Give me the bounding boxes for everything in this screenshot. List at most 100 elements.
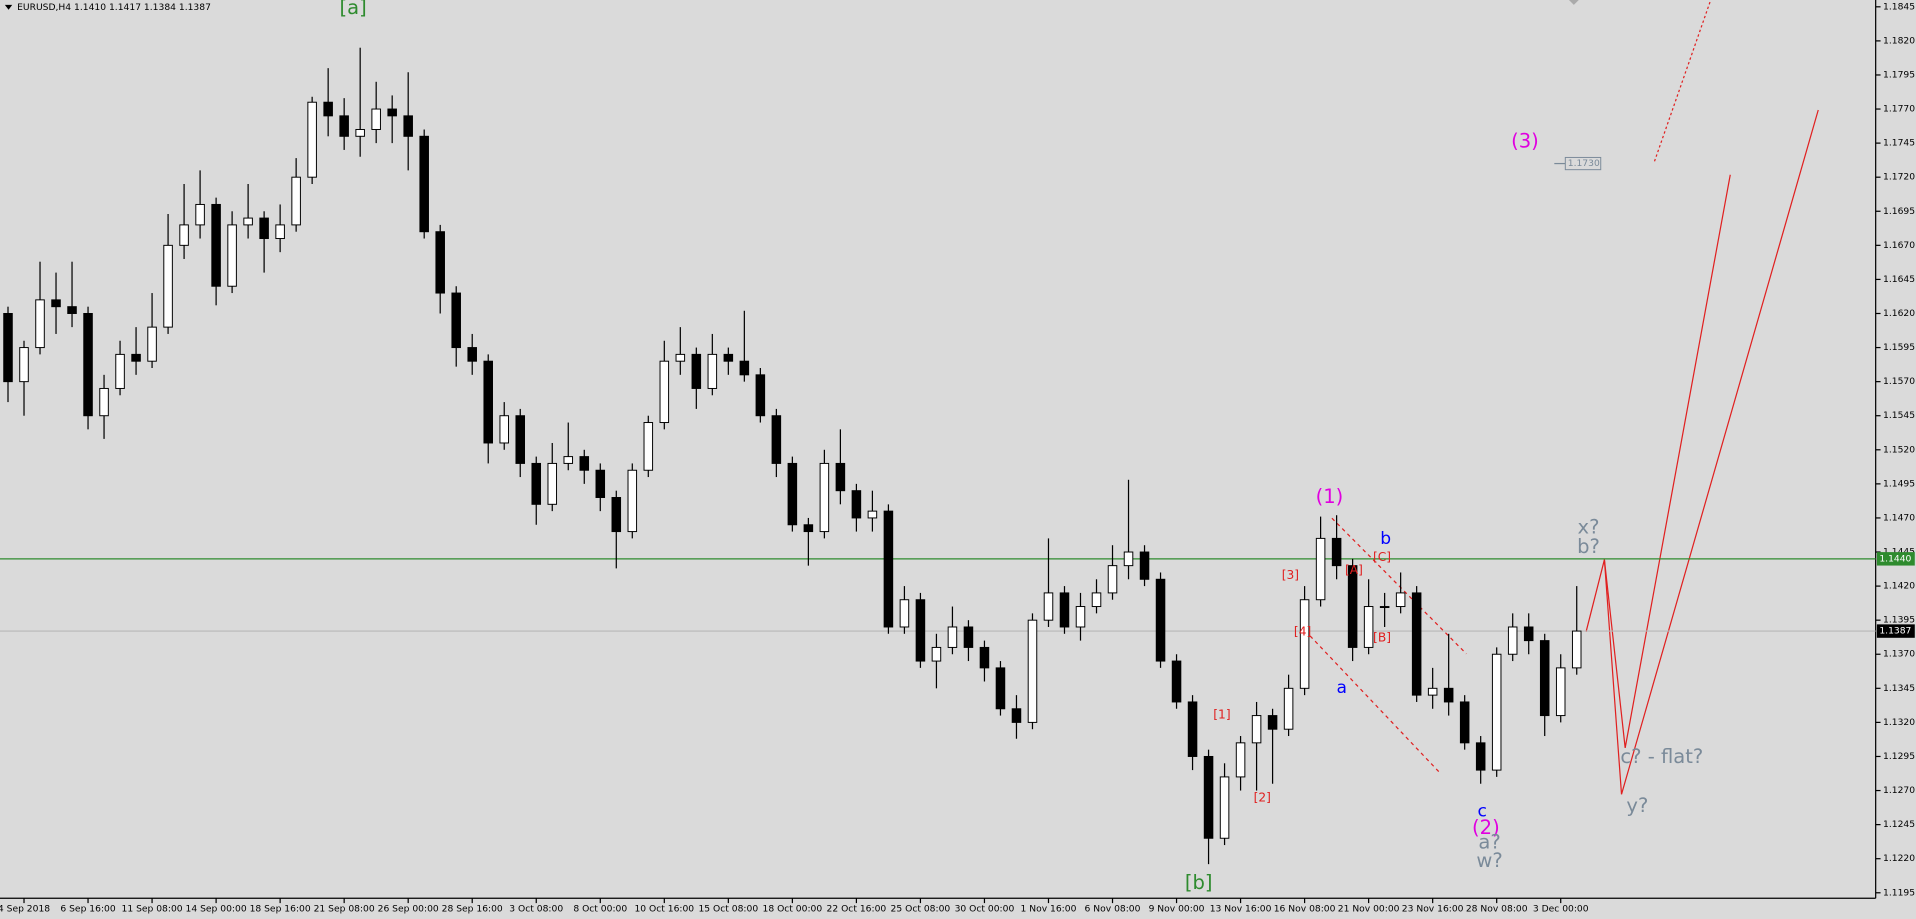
- chart-header: EURUSD,H4 1.1410 1.1417 1.1384 1.1387: [17, 2, 211, 13]
- candle-body: [1363, 606, 1374, 648]
- x-tick-label: 18 Sep 16:00: [250, 904, 311, 915]
- candle-body: [467, 347, 477, 362]
- candle-body: [659, 360, 670, 424]
- candle-body: [1171, 660, 1182, 703]
- candle-body: [371, 108, 381, 130]
- x-tick-label: 21 Nov 00:00: [1338, 904, 1400, 915]
- candle-body: [403, 115, 413, 137]
- candle-body: [307, 101, 317, 178]
- price-label-box: [1564, 156, 1602, 171]
- y-tick-label: 1.1470: [1883, 512, 1915, 523]
- candle-body: [131, 353, 141, 362]
- projection-path: [1603, 109, 1819, 795]
- header-arrow: [4, 4, 13, 10]
- candle-body: [1075, 606, 1086, 628]
- candle-body: [355, 128, 365, 137]
- price-label: 1.1730: [1568, 158, 1600, 169]
- wave-label: [A]: [1345, 563, 1363, 577]
- wave-label: c: [1478, 801, 1487, 821]
- wave-label: a: [1336, 678, 1346, 698]
- candle-body: [835, 462, 846, 492]
- y-tick-label: 1.1270: [1883, 785, 1915, 796]
- x-tick-label: 16 Nov 08:00: [1274, 904, 1336, 915]
- candle-body: [1283, 687, 1294, 730]
- price-box-label: 1.1440: [1879, 553, 1911, 564]
- candle-body: [1491, 653, 1502, 771]
- wave-label: b?: [1577, 535, 1600, 558]
- wave-label: [3]: [1282, 568, 1299, 582]
- candle-body: [611, 497, 622, 533]
- candle-body: [1011, 708, 1022, 723]
- wave-label: (2): [1472, 816, 1500, 839]
- candle-body: [931, 646, 942, 662]
- x-tick-label: 18 Oct 00:00: [763, 904, 823, 915]
- candle-body: [755, 374, 766, 417]
- candle-body: [883, 510, 894, 628]
- candle-body: [1043, 592, 1054, 621]
- candle-body: [499, 415, 509, 444]
- wave-label: [1]: [1213, 707, 1230, 721]
- candle-body: [515, 415, 526, 464]
- x-tick-label: 10 Oct 16:00: [634, 904, 694, 915]
- candle-body: [947, 626, 958, 648]
- candle-body: [739, 360, 750, 376]
- candle-body: [115, 353, 125, 389]
- candle-body: [579, 456, 590, 471]
- y-tick-label: 1.1420: [1883, 581, 1915, 592]
- y-tick-label: 1.1720: [1883, 172, 1915, 183]
- y-tick-label: 1.1520: [1883, 444, 1915, 455]
- candle-body: [3, 313, 13, 383]
- y-tick-label: 1.1220: [1883, 853, 1915, 864]
- candle-body: [1427, 687, 1438, 696]
- wave-label: [B]: [1373, 630, 1391, 644]
- wave-label: [4]: [1294, 624, 1311, 638]
- arrow-marker: [1568, 0, 1579, 5]
- wave-label: b: [1380, 529, 1391, 549]
- candle-body: [707, 353, 718, 389]
- candle-body: [531, 462, 542, 505]
- y-tick-label: 1.1245: [1883, 819, 1915, 830]
- candle-body: [259, 217, 269, 240]
- candle-body: [1203, 755, 1214, 839]
- wave-label: (3): [1511, 129, 1539, 152]
- candle-body: [915, 599, 926, 662]
- y-tick-label: 1.1820: [1883, 35, 1915, 46]
- x-tick-label: 23 Nov 16:00: [1402, 904, 1464, 915]
- candle-body: [1059, 592, 1070, 628]
- candle-body: [419, 135, 429, 233]
- x-tick-label: 6 Nov 08:00: [1085, 904, 1141, 915]
- wave-label: [C]: [1373, 550, 1391, 564]
- candle-body: [547, 462, 558, 505]
- y-tick-label: 1.1195: [1883, 887, 1915, 898]
- candle-body: [1555, 667, 1566, 717]
- projection-path: [1585, 174, 1731, 749]
- candle-body: [851, 490, 862, 519]
- y-tick-label: 1.1495: [1883, 478, 1915, 489]
- y-tick-label: 1.1370: [1883, 649, 1915, 660]
- y-tick-label: 1.1845: [1883, 1, 1915, 12]
- candle-body: [339, 115, 349, 137]
- candle-body: [899, 599, 910, 628]
- x-tick-label: 6 Sep 16:00: [60, 904, 115, 915]
- candle-body: [771, 415, 782, 464]
- wave-label: (1): [1316, 485, 1344, 508]
- candle-body: [323, 101, 333, 117]
- candle-body: [1251, 715, 1262, 744]
- y-tick-label: 1.1745: [1883, 138, 1915, 149]
- candle-body: [563, 456, 574, 464]
- x-tick-label: 22 Oct 16:00: [827, 904, 887, 915]
- candle-body: [243, 217, 253, 226]
- candle-body: [211, 203, 221, 287]
- wave-label: w?: [1476, 849, 1502, 872]
- candle-body: [867, 510, 878, 519]
- x-tick-label: 13 Nov 16:00: [1210, 904, 1272, 915]
- candle-body: [67, 306, 77, 314]
- candle-body: [979, 646, 990, 669]
- candle-body: [723, 353, 734, 362]
- x-tick-label: 28 Nov 08:00: [1466, 904, 1528, 915]
- wave-label: [a]: [340, 0, 367, 19]
- candle-body: [195, 203, 205, 226]
- x-tick-label: 26 Sep 00:00: [378, 904, 439, 915]
- candle-body: [35, 299, 45, 349]
